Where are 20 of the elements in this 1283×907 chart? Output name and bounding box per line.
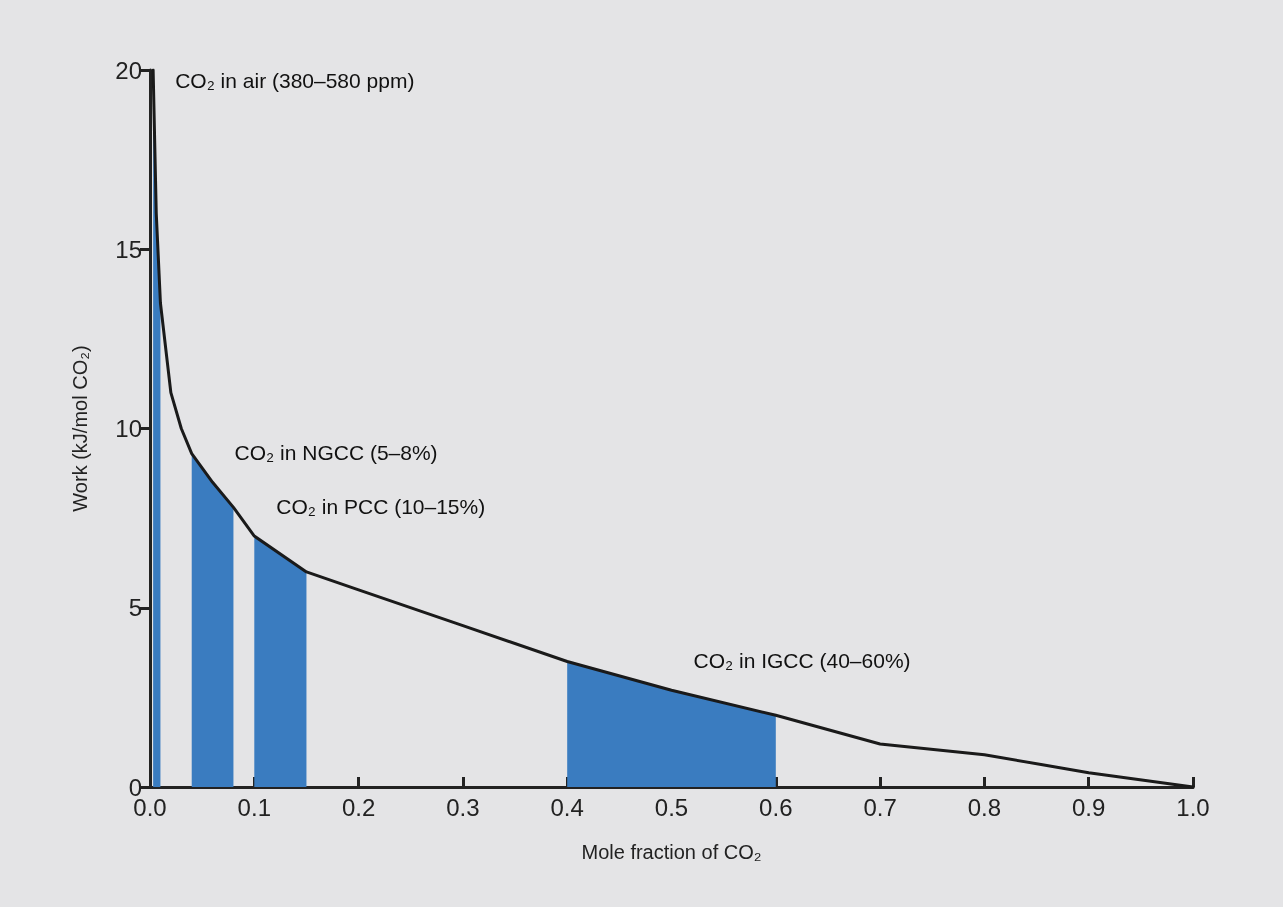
y-tick-label: 15 — [115, 235, 142, 263]
y-tick-label: 10 — [115, 415, 142, 442]
y-axis-title: Work (kJ/mol CO₂) — [69, 345, 91, 512]
annotation: CO₂ in NGCC (5–8%) — [234, 440, 438, 464]
y-tick-label: 5 — [128, 594, 142, 622]
x-tick-label: 0.9 — [1072, 793, 1106, 821]
x-tick-label: 0.3 — [446, 793, 480, 821]
x-tick-label: 0.7 — [863, 793, 897, 821]
x-tick-label: 0.1 — [237, 793, 271, 821]
annotation: CO₂ in IGCC (40–60%) — [693, 648, 911, 672]
x-tick-label: 0.4 — [550, 793, 584, 821]
x-tick-label: 0.2 — [341, 793, 376, 821]
annotation: CO₂ in PCC (10–15%) — [276, 494, 486, 518]
x-tick-label: 0.8 — [967, 793, 1002, 821]
x-tick-label: 0.6 — [759, 793, 793, 821]
x-axis-title: Mole fraction of CO₂ — [581, 841, 762, 863]
annotation: CO₂ in air (380–580 ppm) — [175, 68, 415, 92]
y-tick-label: 20 — [115, 56, 142, 84]
x-tick-label: 0.5 — [654, 793, 689, 821]
x-tick-label: 1.0 — [1176, 793, 1210, 821]
